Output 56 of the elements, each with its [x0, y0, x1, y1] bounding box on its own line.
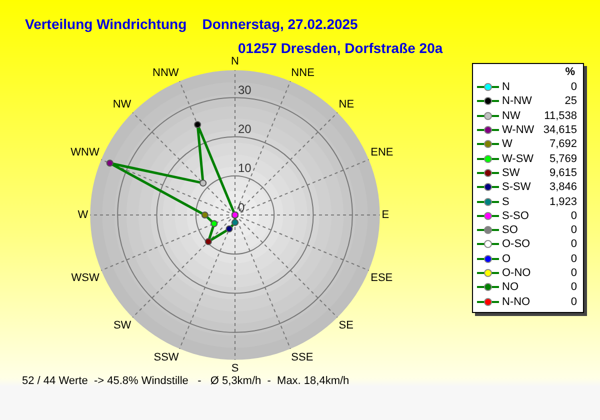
spoke-label: NNE: [291, 66, 314, 79]
spoke-label: N: [231, 56, 240, 68]
text: 9,615: [549, 166, 577, 179]
y-tick-label: 20: [238, 122, 252, 136]
spoke-label: SSW: [154, 351, 180, 364]
category-label: W-SW: [502, 152, 535, 165]
text: 0: [570, 210, 577, 222]
text: 0: [570, 238, 577, 250]
spoke-label: S: [231, 362, 239, 374]
spoke-label: WNW: [70, 146, 100, 158]
category-label: S-SW: [502, 181, 532, 194]
spoke-label: SW: [113, 319, 132, 332]
category-label: O-NO: [502, 267, 532, 279]
text: 7,692: [549, 138, 577, 150]
text: 0: [570, 281, 577, 294]
text: 3,846: [549, 181, 577, 194]
y-tick-label: 10: [238, 161, 252, 176]
text: 25: [564, 95, 577, 108]
category-label: NW: [502, 110, 522, 122]
category-label: O: [502, 252, 512, 265]
category-label: S-SO: [502, 210, 530, 222]
text: 0: [570, 252, 577, 265]
text: 0: [570, 81, 577, 94]
spoke-label: E: [382, 209, 390, 222]
text: 0: [570, 224, 577, 236]
text: 0: [570, 296, 577, 308]
legend-title: %: [564, 66, 576, 80]
text: 52 / 44 Werte -> 45.8% Windstille - Ø 5,3km/h - Max. 18,4km/h: [22, 375, 350, 387]
category-label: S: [502, 196, 510, 208]
text: 5,769: [549, 152, 577, 165]
chart-subtitle: 01257 Dresden, Dorfstraße 20a: [238, 40, 443, 56]
y-tick-label: 30: [238, 82, 252, 97]
text: 1,923: [549, 196, 577, 208]
spoke-label: NNW: [152, 66, 180, 79]
y-tick-label: 0: [238, 200, 245, 214]
spoke-label: WSW: [71, 272, 100, 284]
category-label: SO: [502, 224, 519, 236]
category-label: O-SO: [502, 238, 532, 250]
spoke-label: ESE: [370, 272, 393, 284]
text: 11,538: [544, 110, 577, 122]
spoke-label: NE: [338, 98, 354, 111]
spoke-label: SE: [338, 319, 354, 332]
text: 34,615: [543, 124, 577, 136]
category-label: N: [502, 81, 511, 94]
spoke-label: ENE: [370, 146, 394, 158]
spoke-label: W: [78, 209, 89, 222]
category-label: N-NO: [502, 296, 532, 308]
category-label: N-NW: [502, 95, 533, 108]
text: 0: [570, 267, 577, 279]
spoke-label: NW: [112, 98, 132, 111]
category-label: W-NW: [502, 124, 536, 136]
category-label: W: [502, 138, 514, 150]
spoke-label: SSE: [291, 351, 314, 364]
category-label: NO: [502, 281, 520, 294]
chart-title: Verteilung Windrichtung Donnerstag, 27.02.2025: [25, 16, 358, 32]
category-label: SW: [502, 166, 521, 179]
